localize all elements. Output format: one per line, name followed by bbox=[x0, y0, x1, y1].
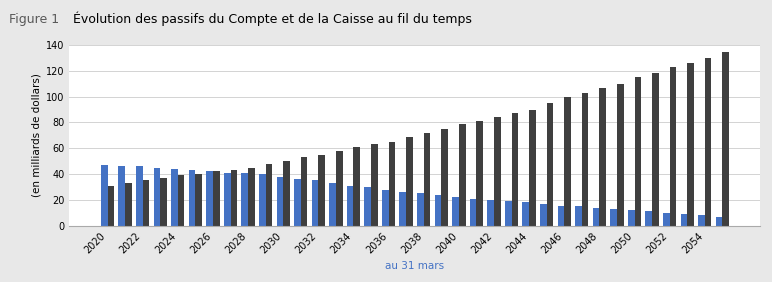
Bar bbox=[224, 173, 231, 226]
Bar bbox=[469, 199, 476, 226]
Bar bbox=[364, 187, 371, 226]
Bar bbox=[540, 204, 547, 226]
Bar bbox=[645, 212, 652, 226]
Bar bbox=[312, 180, 318, 226]
Bar bbox=[512, 113, 518, 226]
Bar bbox=[705, 58, 712, 226]
Bar bbox=[652, 74, 659, 226]
Bar bbox=[628, 210, 635, 226]
Bar bbox=[301, 157, 307, 226]
Bar bbox=[669, 67, 676, 226]
Bar bbox=[663, 213, 669, 226]
Bar bbox=[188, 170, 195, 226]
Bar bbox=[523, 202, 529, 226]
Bar bbox=[283, 161, 290, 226]
Bar bbox=[599, 88, 606, 226]
Bar bbox=[213, 171, 219, 226]
Text: Évolution des passifs du Compte et de la Caisse au fil du temps: Évolution des passifs du Compte et de la… bbox=[73, 12, 472, 26]
Bar bbox=[318, 155, 325, 226]
Text: Figure 1: Figure 1 bbox=[9, 12, 59, 26]
Bar bbox=[582, 93, 588, 226]
Bar bbox=[417, 193, 424, 226]
Bar bbox=[406, 137, 413, 226]
Bar bbox=[136, 166, 143, 226]
Bar bbox=[347, 186, 354, 226]
X-axis label: au 31 mars: au 31 mars bbox=[385, 261, 445, 271]
Bar bbox=[382, 190, 388, 226]
Bar bbox=[259, 174, 266, 226]
Bar bbox=[161, 178, 167, 226]
Bar bbox=[529, 110, 536, 226]
Bar bbox=[266, 164, 273, 226]
Bar bbox=[476, 121, 483, 226]
Bar bbox=[178, 175, 185, 226]
Bar bbox=[388, 142, 395, 226]
Bar bbox=[435, 195, 442, 226]
Bar bbox=[101, 165, 107, 226]
Bar bbox=[575, 206, 582, 226]
Bar bbox=[354, 147, 361, 226]
Bar bbox=[494, 117, 501, 226]
Bar bbox=[557, 206, 564, 226]
Bar bbox=[118, 166, 125, 226]
Bar bbox=[716, 217, 723, 226]
Bar bbox=[336, 151, 343, 226]
Bar bbox=[687, 63, 694, 226]
Bar bbox=[195, 174, 202, 226]
Bar bbox=[154, 168, 161, 226]
Bar bbox=[206, 171, 213, 226]
Bar bbox=[635, 77, 642, 226]
Bar bbox=[617, 84, 624, 226]
Bar bbox=[593, 208, 599, 226]
Bar bbox=[242, 173, 248, 226]
Bar bbox=[505, 201, 512, 226]
Bar bbox=[452, 197, 459, 226]
Bar bbox=[399, 192, 406, 226]
Bar bbox=[171, 169, 178, 226]
Bar bbox=[681, 214, 687, 226]
Bar bbox=[248, 168, 255, 226]
Bar bbox=[424, 133, 431, 226]
Y-axis label: (en milliards de dollars): (en milliards de dollars) bbox=[32, 73, 42, 197]
Bar bbox=[329, 183, 336, 226]
Bar bbox=[143, 180, 149, 226]
Bar bbox=[487, 200, 494, 226]
Bar bbox=[276, 177, 283, 226]
Bar bbox=[442, 129, 448, 226]
Bar bbox=[371, 144, 378, 226]
Bar bbox=[459, 124, 466, 226]
Bar bbox=[107, 186, 114, 226]
Bar bbox=[125, 183, 132, 226]
Bar bbox=[231, 170, 237, 226]
Bar bbox=[611, 209, 617, 226]
Bar bbox=[547, 103, 554, 226]
Bar bbox=[723, 52, 729, 226]
Bar bbox=[564, 97, 571, 226]
Bar bbox=[294, 179, 301, 226]
Bar bbox=[698, 215, 705, 226]
